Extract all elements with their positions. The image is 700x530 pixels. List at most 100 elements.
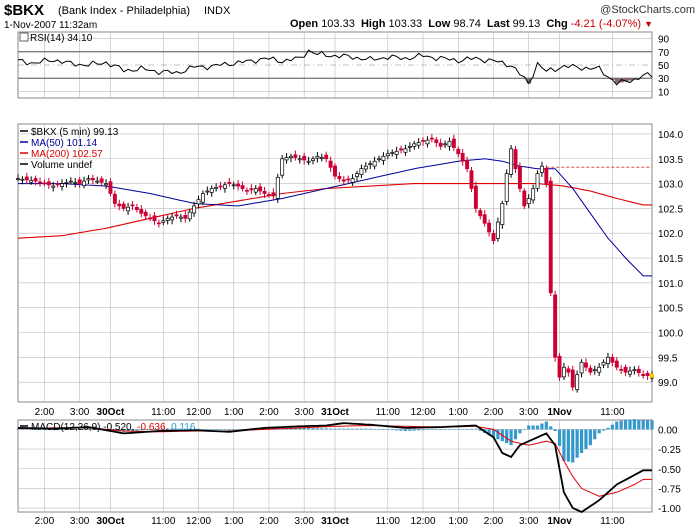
- macd-histogram-bar: [417, 429, 421, 431]
- macd-histogram-bar: [650, 420, 654, 430]
- macd-histogram-bar: [342, 428, 346, 430]
- price-candle: [130, 204, 135, 207]
- high-value: 103.33: [388, 18, 423, 30]
- price-candle: [161, 220, 166, 223]
- price-candle: [346, 178, 351, 181]
- price-candle: [143, 211, 148, 217]
- price-candle: [614, 360, 619, 368]
- price-y-tick-label: 100.5: [658, 304, 683, 315]
- price-candle: [121, 203, 126, 209]
- price-x-tick-label: 31Oct: [321, 407, 349, 418]
- macd-x-tick-label: 12:00: [186, 516, 211, 527]
- rsi-line: [17, 49, 653, 86]
- price-candle: [403, 148, 408, 153]
- price-candle: [478, 210, 483, 217]
- macd-x-tick-label: 2:00: [484, 516, 504, 527]
- macd-histogram-bar: [615, 421, 619, 430]
- macd-signal-line: [18, 424, 652, 497]
- datetime-label: 1-Nov-2007 11:32am: [4, 20, 98, 31]
- price-candle: [16, 178, 20, 180]
- rsi-y-tick-label: 50: [658, 61, 670, 72]
- rsi-oversold-fill: [627, 78, 633, 81]
- macd-histogram-bar: [148, 429, 152, 430]
- macd-histogram-bar: [144, 429, 148, 430]
- price-candle: [306, 160, 311, 163]
- price-candle: [99, 178, 104, 183]
- macd-histogram-bar: [69, 429, 73, 430]
- macd-histogram-bar: [597, 429, 601, 434]
- macd-histogram-bar: [412, 429, 416, 431]
- price-candle: [394, 150, 399, 155]
- macd-histogram-bar: [527, 425, 531, 430]
- price-candle: [570, 369, 575, 388]
- price-candle: [222, 184, 227, 189]
- price-candle: [205, 190, 210, 193]
- macd-legend-part: -0.520: [103, 422, 132, 433]
- price-candle: [33, 178, 38, 182]
- macd-histogram-bar: [491, 429, 496, 438]
- macd-histogram-bar: [579, 429, 584, 454]
- macd-histogram-bar: [346, 428, 350, 430]
- high-label: High: [360, 18, 386, 30]
- price-candle: [178, 216, 183, 219]
- macd-histogram-bar: [496, 429, 500, 440]
- macd-histogram-bar: [584, 429, 588, 450]
- price-x-tick-label: 12:00: [186, 407, 211, 418]
- macd-histogram-bar: [232, 429, 236, 430]
- price-legend-entry: MA(200) 102.57: [31, 149, 103, 160]
- price-candle: [218, 185, 223, 188]
- price-candle: [610, 356, 615, 363]
- price-x-tick-label: 2:00: [35, 407, 55, 418]
- price-candle: [240, 185, 245, 189]
- macd-histogram-bar: [641, 420, 645, 430]
- price-x-tick-label: 11:00: [600, 407, 625, 418]
- price-candle: [597, 366, 602, 373]
- price-candle: [249, 188, 254, 191]
- macd-histogram-bar: [439, 429, 443, 430]
- price-candle: [592, 369, 597, 372]
- macd-histogram-bar: [355, 428, 359, 430]
- macd-histogram-bar: [461, 428, 465, 430]
- price-candle: [258, 186, 263, 192]
- macd-histogram-bar: [86, 428, 91, 430]
- price-candle: [425, 139, 430, 145]
- macd-histogram-bar: [628, 419, 632, 430]
- price-candle: [606, 356, 610, 364]
- price-candle: [51, 185, 56, 188]
- price-candle: [509, 148, 514, 175]
- price-candle: [275, 177, 280, 199]
- macd-histogram-bar: [505, 429, 509, 444]
- price-candle: [315, 155, 320, 159]
- rsi-y-tick-label: 70: [658, 48, 670, 59]
- price-candle: [311, 158, 315, 161]
- macd-histogram-bar: [390, 429, 394, 431]
- price-candle: [46, 181, 51, 186]
- macd-x-tick-label: 3:00: [519, 516, 539, 527]
- price-candle: [531, 188, 536, 201]
- macd-histogram-bar: [588, 429, 592, 446]
- price-candle: [473, 185, 478, 209]
- price-candle: [236, 183, 241, 187]
- low-label: Low: [428, 18, 451, 30]
- macd-histogram-bar: [549, 426, 553, 430]
- macd-histogram-bar: [179, 428, 183, 430]
- macd-histogram-bar: [170, 428, 174, 430]
- price-candle: [491, 233, 496, 242]
- price-candle: [156, 222, 161, 225]
- macd-histogram-bar: [478, 429, 482, 431]
- macd-histogram-bar: [20, 428, 25, 430]
- price-y-tick-label: 102.5: [658, 204, 683, 215]
- rsi-oversold-fill: [623, 78, 629, 82]
- price-candle: [293, 154, 298, 158]
- price-candle: [152, 215, 157, 222]
- price-candle: [73, 181, 78, 184]
- macd-x-tick-label: 3:00: [70, 516, 90, 527]
- price-candle: [38, 181, 42, 184]
- macd-legend-part: 0.116: [171, 422, 196, 433]
- price-candle: [29, 180, 34, 183]
- macd-histogram-bar: [474, 428, 478, 430]
- macd-histogram-bar: [566, 429, 570, 462]
- price-candle: [280, 158, 285, 176]
- price-candle: [368, 163, 373, 166]
